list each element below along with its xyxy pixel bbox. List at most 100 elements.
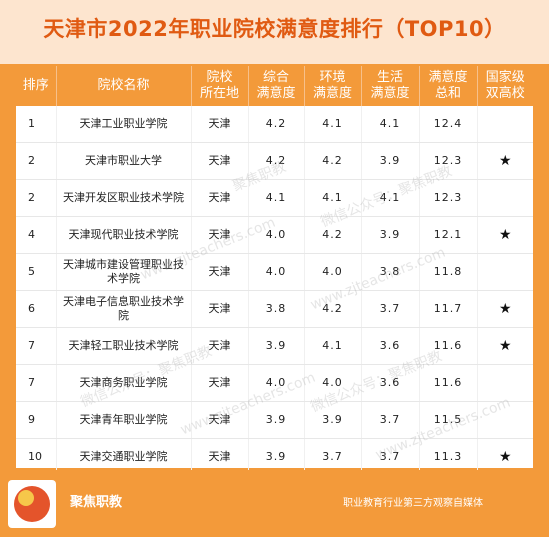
header-location: 院校 所在地: [191, 66, 249, 106]
star-icon: [477, 401, 533, 439]
cell-life: 3.6: [361, 364, 420, 402]
table-body: 1 天津工业职业学院 天津 4.2 4.1 4.1 12.4 2 天津市职业大学…: [16, 106, 533, 475]
cell-rank: 6: [16, 290, 57, 328]
cell-environment: 3.7: [304, 438, 362, 475]
cell-rank: 1: [16, 106, 57, 143]
cell-name: 天津交通职业学院: [56, 438, 192, 475]
star-icon: [477, 364, 533, 402]
page-title: 天津市2022年职业院校满意度排行（TOP10）: [0, 0, 549, 66]
header-overall: 综合 满意度: [248, 66, 305, 106]
table-row: 5 天津城市建设管理职业技术学院 天津 4.0 4.0 3.8 11.8: [16, 253, 533, 291]
cell-location: 天津: [191, 401, 249, 439]
cell-overall: 3.9: [248, 438, 305, 475]
cell-total: 12.1: [419, 216, 478, 254]
cell-life: 4.1: [361, 179, 420, 217]
cell-rank: 2: [16, 179, 57, 217]
cell-total: 11.7: [419, 290, 478, 328]
cell-name: 天津商务职业学院: [56, 364, 192, 402]
cell-total: 11.8: [419, 253, 478, 291]
cell-location: 天津: [191, 438, 249, 475]
star-icon: [477, 179, 533, 217]
cell-location: 天津: [191, 216, 249, 254]
cell-overall: 3.9: [248, 327, 305, 365]
cell-name: 天津电子信息职业技术学院: [56, 290, 192, 328]
table-row: 1 天津工业职业学院 天津 4.2 4.1 4.1 12.4: [16, 106, 533, 143]
logo-center: [18, 490, 34, 506]
cell-life: 3.9: [361, 216, 420, 254]
cell-environment: 4.1: [304, 106, 362, 143]
table-row: 6 天津电子信息职业技术学院 天津 3.8 4.2 3.7 11.7 ★: [16, 290, 533, 328]
cell-environment: 4.1: [304, 327, 362, 365]
star-icon: [477, 253, 533, 291]
cell-life: 3.7: [361, 438, 420, 475]
cell-rank: 5: [16, 253, 57, 291]
brand-logo-icon: [8, 480, 56, 528]
cell-overall: 4.0: [248, 364, 305, 402]
cell-location: 天津: [191, 290, 249, 328]
cell-total: 12.3: [419, 179, 478, 217]
cell-name: 天津工业职业学院: [56, 106, 192, 143]
ranking-table: 排序 院校名称 院校 所在地 综合 满意度 环境 满意度 生活 满意度 满意度 总和 国家…: [16, 66, 533, 475]
cell-life: 3.7: [361, 401, 420, 439]
cell-rank: 4: [16, 216, 57, 254]
star-icon: ★: [477, 327, 533, 365]
footer-bar: 聚焦职教 职业教育行业第三方观察自媒体: [0, 470, 549, 537]
cell-life: 4.1: [361, 106, 420, 143]
cell-overall: 3.9: [248, 401, 305, 439]
table-row: 2 天津市职业大学 天津 4.2 4.2 3.9 12.3 ★: [16, 142, 533, 180]
table-header: 排序 院校名称 院校 所在地 综合 满意度 环境 满意度 生活 满意度 满意度 总和 国家…: [16, 66, 533, 106]
footer-slogan: 职业教育行业第三方观察自媒体: [343, 498, 483, 509]
table-row: 4 天津现代职业技术学院 天津 4.0 4.2 3.9 12.1 ★: [16, 216, 533, 254]
cell-rank: 7: [16, 327, 57, 365]
cell-name: 天津轻工职业技术学院: [56, 327, 192, 365]
star-icon: ★: [498, 449, 512, 465]
star-icon: ★: [477, 142, 533, 180]
table-row: 2 天津开发区职业技术学院 天津 4.1 4.1 4.1 12.3: [16, 179, 533, 217]
cell-name: 天津城市建设管理职业技术学院: [56, 253, 192, 291]
cell-rank: 9: [16, 401, 57, 439]
header-name: 院校名称: [56, 66, 192, 106]
cell-location: 天津: [191, 142, 249, 180]
cell-environment: 4.0: [304, 364, 362, 402]
cell-life: 3.6: [361, 327, 420, 365]
cell-total: 11.5: [419, 401, 478, 439]
cell-life: 3.8: [361, 253, 420, 291]
star-icon: ★: [477, 290, 533, 328]
star-icon: ★: [477, 216, 533, 254]
ranking-table-container: 排序 院校名称 院校 所在地 综合 满意度 环境 满意度 生活 满意度 满意度 总和 国家…: [14, 64, 535, 475]
cell-environment: 4.2: [304, 216, 362, 254]
cell-environment: 4.2: [304, 290, 362, 328]
cell-life: 3.7: [361, 290, 420, 328]
cell-overall: 4.0: [248, 216, 305, 254]
cell-name: 天津青年职业学院: [56, 401, 192, 439]
header-life: 生活 满意度: [361, 66, 420, 106]
header-environment: 环境 满意度: [304, 66, 362, 106]
page-title-text: 天津市2022年职业院校满意度排行（TOP10）: [43, 17, 506, 41]
cell-name: 天津市职业大学: [56, 142, 192, 180]
cell-total: 11.6: [419, 327, 478, 365]
cell-overall: 4.0: [248, 253, 305, 291]
cell-total: 11.3: [419, 438, 478, 475]
cell-overall: 4.1: [248, 179, 305, 217]
table-row: 10 天津交通职业学院 天津 3.9 3.7 3.7 11.3 ★: [16, 438, 533, 475]
cell-location: 天津: [191, 179, 249, 217]
footer-brand-name: 聚焦职教: [70, 495, 123, 510]
cell-overall: 3.8: [248, 290, 305, 328]
cell-location: 天津: [191, 106, 249, 143]
cell-overall: 4.2: [248, 142, 305, 180]
cell-environment: 4.0: [304, 253, 362, 291]
cell-environment: 4.1: [304, 179, 362, 217]
cell-location: 天津: [191, 253, 249, 291]
cell-rank: 7: [16, 364, 57, 402]
header-national: 国家级 双高校: [477, 66, 533, 106]
cell-total: 12.4: [419, 106, 478, 143]
cell-location: 天津: [191, 327, 249, 365]
cell-life: 3.9: [361, 142, 420, 180]
cell-environment: 3.9: [304, 401, 362, 439]
cell-total: 11.6: [419, 364, 478, 402]
header-total: 满意度 总和: [419, 66, 478, 106]
cell-name: 天津开发区职业技术学院: [56, 179, 192, 217]
cell-location: 天津: [191, 364, 249, 402]
table-row: 9 天津青年职业学院 天津 3.9 3.9 3.7 11.5: [16, 401, 533, 439]
cell-total: 12.3: [419, 142, 478, 180]
